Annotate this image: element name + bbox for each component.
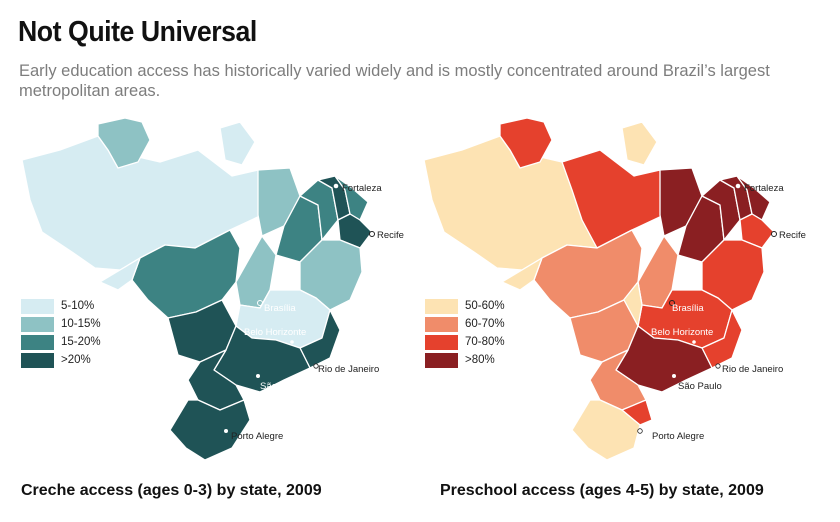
rio-marker	[313, 363, 319, 369]
region-para-north[interactable]	[561, 149, 665, 249]
chart-subtitle: Early education access has historically …	[19, 62, 770, 100]
legend-label: 5-10%	[61, 300, 95, 312]
legend-swatch	[21, 316, 54, 332]
legend-item: 5-10%	[21, 297, 101, 315]
region-amapa[interactable]	[219, 121, 256, 166]
preschool-cities: Fortaleza Recife Brasília Belo Horizonte…	[637, 183, 806, 442]
brasilia-label: Brasília	[264, 303, 296, 314]
region-roraima[interactable]	[499, 117, 553, 169]
brasilia-marker	[257, 300, 263, 306]
chart-title: Not Quite Universal	[18, 16, 257, 48]
legend-item: >20%	[21, 351, 101, 369]
rio-label: Rio de Janeiro	[318, 364, 379, 375]
maps-canvas: Fortaleza Recife Brasília Belo Horizonte…	[21, 117, 806, 461]
brasilia-marker	[669, 300, 675, 306]
belo-horizonte-label: Belo Horizonte	[651, 327, 713, 338]
sao-paulo-marker	[672, 374, 676, 378]
legend-label: 10-15%	[61, 318, 101, 330]
legend-swatch	[425, 334, 458, 350]
creche-legend: 5-10% 10-15% 15-20% >20%	[21, 297, 101, 369]
legend-label: 60-70%	[465, 318, 505, 330]
recife-marker	[369, 231, 375, 237]
legend-label: >80%	[465, 354, 495, 366]
porto-alegre-label: Porto Alegre	[652, 431, 704, 442]
fortaleza-label: Fortaleza	[342, 183, 382, 194]
legend-item: 50-60%	[425, 297, 505, 315]
porto-alegre-marker	[224, 429, 228, 433]
legend-swatch	[425, 316, 458, 332]
recife-label: Recife	[377, 230, 404, 241]
preschool-caption: Preschool access (ages 4-5) by state, 20…	[440, 482, 764, 499]
region-rondonia[interactable]	[99, 257, 141, 291]
region-rondonia[interactable]	[501, 257, 543, 291]
legend-label: 70-80%	[465, 336, 505, 348]
legend-swatch	[21, 298, 54, 314]
belo-horizonte-marker	[692, 340, 696, 344]
legend-item: 10-15%	[21, 315, 101, 333]
sao-paulo-label: São Paulo	[260, 381, 304, 392]
legend-label: 50-60%	[465, 300, 505, 312]
rio-label: Rio de Janeiro	[722, 364, 783, 375]
legend-label: >20%	[61, 354, 91, 366]
rio-marker	[715, 363, 721, 369]
creche-map	[21, 117, 373, 461]
legend-swatch	[425, 298, 458, 314]
recife-marker	[771, 231, 777, 237]
region-rio-grande-sul[interactable]	[169, 399, 251, 461]
recife-label: Recife	[779, 230, 806, 241]
legend-item: 15-20%	[21, 333, 101, 351]
sao-paulo-marker	[256, 374, 260, 378]
creche-caption: Creche access (ages 0-3) by state, 2009	[21, 482, 322, 499]
porto-alegre-marker	[637, 428, 643, 434]
fortaleza-marker	[735, 183, 741, 189]
belo-horizonte-label: Belo Horizonte	[244, 327, 306, 338]
sao-paulo-label: São Paulo	[678, 381, 722, 392]
preschool-map	[423, 117, 775, 461]
creche-cities: Fortaleza Recife Brasília Belo Horizonte…	[224, 183, 404, 442]
belo-horizonte-marker	[290, 340, 294, 344]
legend-swatch	[21, 334, 54, 350]
legend-swatch	[425, 352, 458, 368]
region-amapa[interactable]	[621, 121, 658, 166]
legend-item: 70-80%	[425, 333, 505, 351]
legend-item: 60-70%	[425, 315, 505, 333]
legend-swatch	[21, 352, 54, 368]
region-rio-grande-sul[interactable]	[571, 399, 641, 461]
porto-alegre-label: Porto Alegre	[231, 431, 283, 442]
legend-item: >80%	[425, 351, 505, 369]
fortaleza-label: Fortaleza	[744, 183, 784, 194]
preschool-legend: 50-60% 60-70% 70-80% >80%	[425, 297, 505, 369]
region-mato-grosso[interactable]	[131, 229, 241, 319]
fortaleza-marker	[333, 183, 339, 189]
legend-label: 15-20%	[61, 336, 101, 348]
region-roraima[interactable]	[97, 117, 151, 169]
brasilia-label: Brasília	[672, 303, 704, 314]
